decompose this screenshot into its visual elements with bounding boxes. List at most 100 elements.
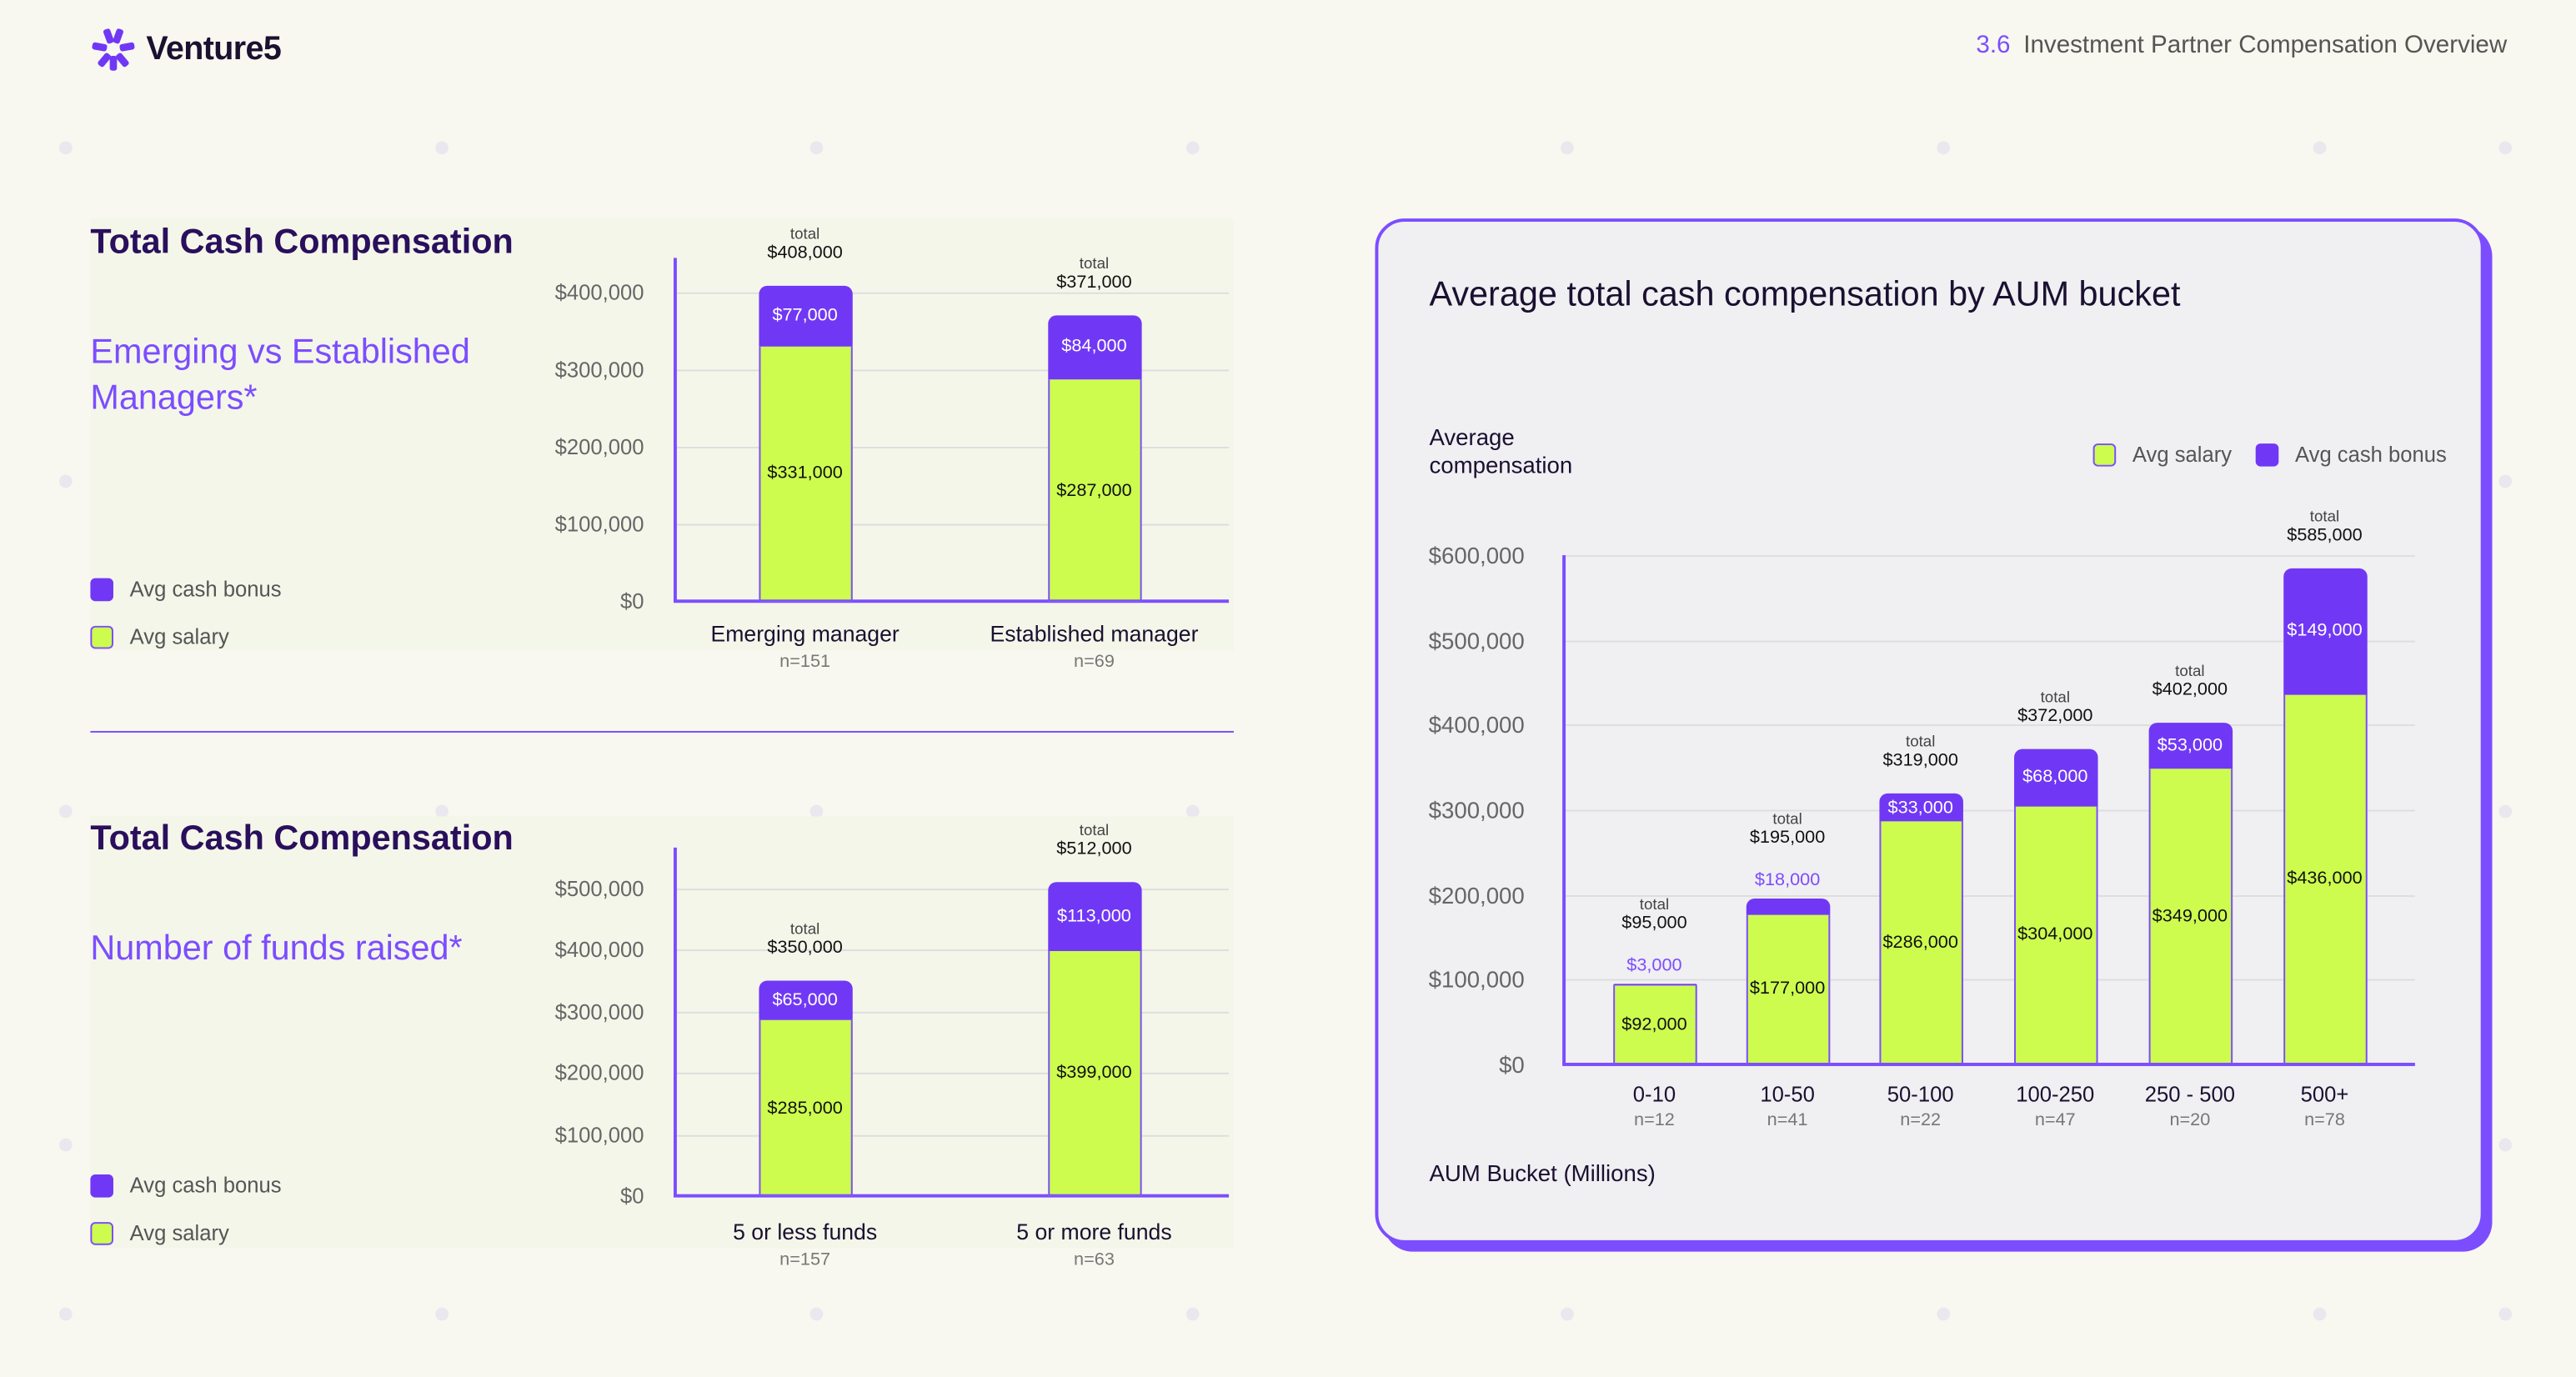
bonus-value-label: $65,000 <box>772 990 838 1011</box>
total-value-label: $319,000 <box>1882 750 1958 771</box>
emerging-panel-bg <box>90 218 1234 651</box>
legend-label: Avg salary <box>2132 442 2233 467</box>
section-divider <box>90 730 1234 733</box>
salary-value-label: $287,000 <box>1056 480 1132 501</box>
salary-bar-segment <box>2013 806 2097 1064</box>
y-tick-label: $400,000 <box>554 280 644 305</box>
gridline <box>1562 555 2415 558</box>
category-label: Emerging manager <box>710 621 900 647</box>
bonus-value-label: $53,000 <box>2157 735 2223 756</box>
category-label: 5 or less funds <box>733 1219 878 1244</box>
category-label: 100-250 <box>2016 1081 2095 1107</box>
sample-size-label: n=12 <box>1634 1110 1675 1130</box>
y-tick-label: $400,000 <box>554 938 644 963</box>
salary-swatch <box>90 1221 113 1244</box>
sample-size-label: n=69 <box>1074 652 1115 672</box>
category-label: 250 - 500 <box>2144 1081 2236 1107</box>
chart1-title: Total Cash Compensation <box>90 223 514 262</box>
category-label: 10-50 <box>1760 1081 1815 1107</box>
sample-size-label: n=63 <box>1074 1249 1115 1270</box>
total-value-label: $371,000 <box>1056 272 1132 293</box>
total-value-label: $585,000 <box>2287 525 2363 545</box>
total-caption: total <box>789 226 820 245</box>
legend-label: Avg cash bonus <box>2295 442 2447 467</box>
total-value-label: $95,000 <box>1621 913 1687 934</box>
category-label: 500+ <box>2300 1081 2349 1107</box>
total-value-label: $350,000 <box>767 938 843 959</box>
total-caption: total <box>2309 508 2340 527</box>
legend-label: Avg cash bonus <box>129 1173 282 1198</box>
background-dot <box>2498 804 2513 819</box>
salary-bar-segment <box>1878 821 1962 1064</box>
gridline <box>673 1073 1230 1075</box>
section-title: Investment Partner Compensation Overview <box>2023 31 2508 59</box>
sample-size-label: n=20 <box>2169 1110 2211 1130</box>
total-value-label: $512,000 <box>1056 839 1132 859</box>
y-tick-label: $100,000 <box>1428 966 1525 993</box>
gridline <box>1562 724 2415 727</box>
bonus-swatch <box>90 577 113 601</box>
y-tick-label: $300,000 <box>1428 796 1525 824</box>
gridline <box>673 523 1230 526</box>
y-axis-line <box>1562 555 1566 1064</box>
salary-value-label: $177,000 <box>1749 979 1826 999</box>
gridline <box>1562 639 2415 642</box>
bonus-value-label: $3,000 <box>1626 955 1682 976</box>
legend-label: Avg salary <box>129 1220 229 1245</box>
y-tick-label: $300,000 <box>554 357 644 383</box>
bonus-bar-segment <box>758 286 852 346</box>
bonus-value-label: $18,000 <box>1754 870 1821 891</box>
chart1-subtitle: Emerging vs Established Managers* <box>90 333 470 418</box>
gridline <box>673 369 1230 372</box>
legend-item-salary: Avg salary <box>2092 442 2233 467</box>
y-tick-label: $0 <box>619 588 644 614</box>
legend-item-salary: Avg salary <box>90 1220 229 1245</box>
background-dot <box>58 804 73 819</box>
total-caption: total <box>2040 688 2071 707</box>
category-label: 50-100 <box>1887 1081 1954 1107</box>
bonus-bar-segment <box>1745 899 1830 914</box>
background-dot <box>2313 1307 2327 1321</box>
background-dot <box>2498 1138 2513 1152</box>
bonus-swatch <box>2255 443 2279 466</box>
total-value-label: $195,000 <box>1749 828 1826 849</box>
salary-swatch <box>90 624 113 648</box>
y-axis-label: Average compensation <box>1429 423 1573 478</box>
background-dot <box>435 804 449 819</box>
brand-name: Venture5 <box>146 30 282 67</box>
salary-bar-segment <box>2283 694 2367 1064</box>
y-tick-label: $500,000 <box>554 876 644 901</box>
background-dot <box>1185 141 1200 155</box>
x-axis-line <box>673 599 1230 603</box>
total-value-label: $372,000 <box>2017 705 2093 726</box>
bonus-value-label: $33,000 <box>1887 798 1953 818</box>
background-dot <box>58 141 73 155</box>
salary-bar-segment <box>758 345 852 602</box>
background-dot <box>2498 141 2513 155</box>
legend-label: Avg salary <box>129 623 229 649</box>
category-label: 5 or more funds <box>1016 1219 1172 1244</box>
total-caption: total <box>2175 663 2205 682</box>
background-dot <box>1561 1307 1574 1321</box>
gridline <box>1562 809 2415 812</box>
sample-size-label: n=41 <box>1767 1110 1808 1130</box>
salary-value-label: $436,000 <box>2287 869 2363 889</box>
gridline <box>673 1134 1230 1136</box>
y-tick-label: $0 <box>1499 1051 1525 1078</box>
gridline <box>673 949 1230 952</box>
total-caption: total <box>1772 811 1802 829</box>
y-tick-label: $400,000 <box>1428 711 1525 739</box>
background-dot <box>435 141 449 155</box>
bonus-bar-segment <box>1612 984 1696 987</box>
salary-value-label: $304,000 <box>2017 925 2093 946</box>
bonus-value-label: $68,000 <box>2022 768 2088 788</box>
bonus-value-label: $77,000 <box>772 306 838 327</box>
y-tick-label: $100,000 <box>554 511 644 537</box>
salary-value-label: $399,000 <box>1056 1063 1132 1084</box>
sample-size-label: n=157 <box>779 1249 831 1270</box>
background-dot <box>58 474 73 488</box>
background-dot <box>1185 804 1200 819</box>
